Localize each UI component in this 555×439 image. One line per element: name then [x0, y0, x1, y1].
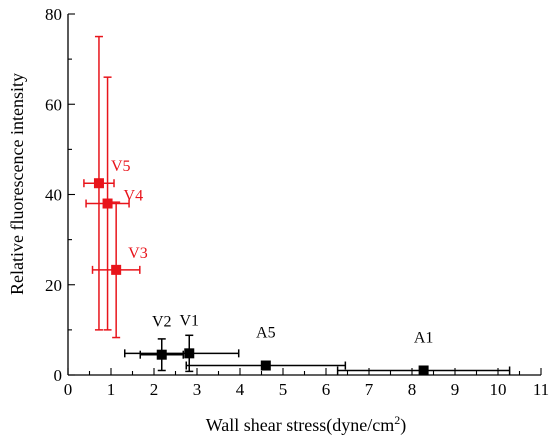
x-tick-label: 4 — [236, 380, 245, 399]
x-tick-label: 1 — [107, 380, 116, 399]
x-axis-title-main: Wall shear stress(dyne/cm — [206, 415, 395, 436]
x-tick-label: 5 — [279, 380, 288, 399]
point-label: V4 — [124, 188, 144, 205]
y-tick-label: 20 — [45, 276, 62, 295]
data-point — [93, 178, 104, 189]
point-label: V3 — [128, 245, 148, 262]
point-label: V1 — [179, 312, 199, 329]
x-tick-label: 2 — [150, 380, 159, 399]
y-tick-label: 0 — [54, 366, 63, 385]
x-tick-label: 11 — [533, 380, 549, 399]
x-axis-title-end: ) — [400, 415, 406, 436]
series: V5 V4 V3 — [83, 35, 148, 339]
point-label: V5 — [111, 158, 131, 175]
x-axis-title-sup: 2 — [394, 413, 400, 427]
series: V2 V1 A5 A1 — [124, 312, 511, 376]
data-point — [418, 365, 429, 376]
x-tick-label: 6 — [322, 380, 331, 399]
x-tick-label: 3 — [193, 380, 202, 399]
y-tick-label: 60 — [45, 95, 62, 114]
y-axis-title: Relative fluorescence intensity — [7, 73, 27, 295]
x-tick-label: 8 — [408, 380, 417, 399]
point-label: A5 — [256, 325, 276, 342]
x-tick-label: 7 — [365, 380, 374, 399]
ticks: 0 1 2 3 4 5 6 7 8 9 10 11 0 20 40 60 80 — [45, 5, 549, 399]
data-point — [156, 349, 167, 360]
x-axis-title: Wall shear stress(dyne/cm2) — [206, 413, 407, 436]
point-label: V2 — [152, 314, 172, 331]
x-tick-label: 0 — [64, 380, 73, 399]
x-tick-label: 9 — [451, 380, 460, 399]
point-label: A1 — [414, 329, 434, 346]
data-point — [111, 264, 122, 275]
y-tick-label: 40 — [45, 186, 62, 205]
data-point — [102, 198, 113, 209]
x-tick-label: 10 — [490, 380, 507, 399]
data-point — [260, 360, 271, 371]
y-tick-label: 80 — [45, 5, 62, 24]
data-point — [184, 348, 195, 359]
data-marks: V5 V4 V3 V2 V1 A5 A1 — [83, 35, 511, 376]
